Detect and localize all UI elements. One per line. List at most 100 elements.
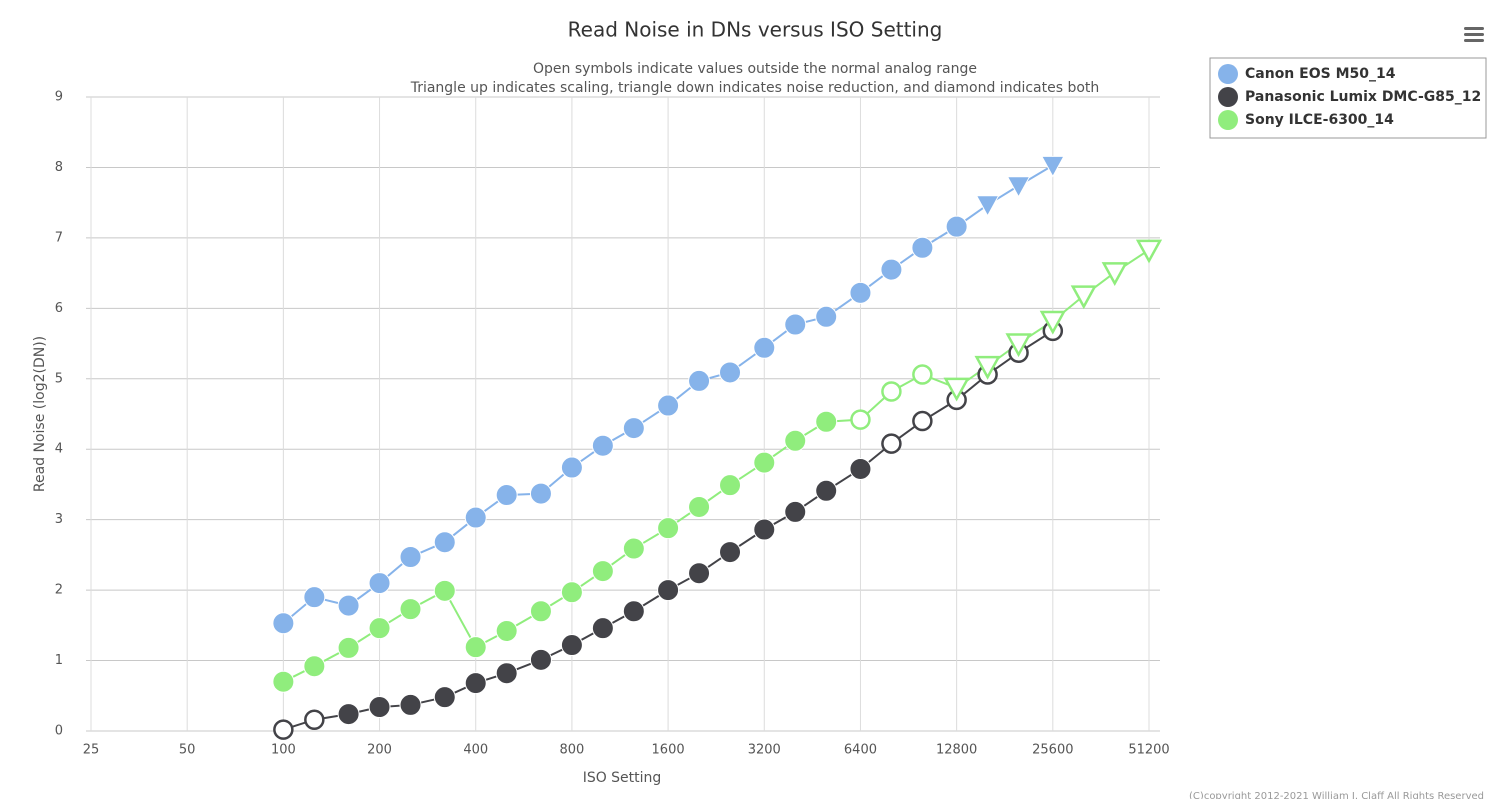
marker bbox=[433, 579, 456, 602]
marker bbox=[399, 546, 422, 569]
chart-title: Read Noise in DNs versus ISO Setting bbox=[568, 18, 943, 42]
menu-button[interactable] bbox=[1464, 27, 1484, 42]
marker bbox=[433, 531, 456, 554]
x-tick-label: 400 bbox=[463, 743, 488, 758]
marker bbox=[974, 355, 1001, 380]
marker bbox=[529, 482, 552, 505]
marker bbox=[850, 409, 871, 430]
marker bbox=[1101, 262, 1128, 287]
marker bbox=[945, 215, 968, 238]
legend-label: Canon EOS M50_14 bbox=[1245, 66, 1396, 82]
marker bbox=[815, 305, 838, 328]
marker bbox=[1040, 155, 1065, 178]
marker bbox=[975, 195, 1000, 217]
marker bbox=[433, 686, 456, 709]
y-axis-label: Read Noise (log2(DN)) bbox=[32, 336, 48, 492]
grid bbox=[86, 96, 1160, 732]
marker bbox=[1039, 310, 1066, 335]
marker bbox=[753, 336, 776, 359]
marker bbox=[337, 636, 360, 659]
x-tick-label: 100 bbox=[271, 743, 296, 758]
marker bbox=[399, 598, 422, 621]
y-tick-label: 6 bbox=[55, 301, 63, 316]
marker bbox=[464, 672, 487, 695]
marker bbox=[273, 719, 294, 740]
x-tick-label: 25 bbox=[83, 743, 100, 758]
subtitle: Open symbols indicate values outside the… bbox=[533, 61, 977, 77]
marker bbox=[560, 581, 583, 604]
marker bbox=[591, 434, 614, 457]
marker bbox=[591, 617, 614, 640]
legend-label: Sony ILCE-6300_14 bbox=[1245, 112, 1394, 128]
y-tick-label: 1 bbox=[55, 653, 63, 668]
legend-marker bbox=[1218, 110, 1238, 130]
menu-bar bbox=[1464, 27, 1484, 30]
marker bbox=[464, 506, 487, 529]
marker bbox=[495, 619, 518, 642]
marker bbox=[399, 693, 422, 716]
y-tick-label: 0 bbox=[55, 724, 63, 739]
marker bbox=[1135, 239, 1163, 264]
marker bbox=[622, 417, 645, 440]
y-tick-label: 2 bbox=[55, 583, 63, 598]
marker bbox=[337, 594, 360, 617]
legend-marker bbox=[1218, 87, 1238, 107]
marker bbox=[529, 648, 552, 671]
x-tick-label: 12800 bbox=[936, 743, 977, 758]
marker bbox=[657, 579, 680, 602]
marker bbox=[272, 670, 295, 693]
y-tick-label: 4 bbox=[55, 442, 63, 457]
marker bbox=[495, 662, 518, 685]
legend-marker bbox=[1218, 64, 1238, 84]
x-tick-label: 51200 bbox=[1128, 743, 1169, 758]
marker bbox=[303, 655, 326, 678]
x-tick-label: 200 bbox=[367, 743, 392, 758]
marker bbox=[912, 410, 933, 432]
x-tick-label: 25600 bbox=[1032, 743, 1073, 758]
marker bbox=[719, 361, 742, 384]
marker bbox=[815, 410, 838, 433]
series-line bbox=[282, 249, 1150, 683]
marker bbox=[337, 703, 360, 726]
y-tick-label: 5 bbox=[55, 371, 63, 386]
menu-bar bbox=[1464, 33, 1484, 36]
x-tick-label: 50 bbox=[179, 743, 196, 758]
marker bbox=[368, 696, 391, 719]
marker bbox=[591, 560, 614, 583]
marker bbox=[1006, 176, 1031, 198]
marker bbox=[1070, 285, 1097, 310]
marker bbox=[1005, 333, 1032, 358]
y-tick-label: 7 bbox=[55, 230, 63, 245]
marker bbox=[784, 500, 807, 523]
marker bbox=[368, 572, 391, 595]
marker bbox=[849, 457, 872, 480]
marker bbox=[657, 394, 680, 417]
y-tick-label: 3 bbox=[55, 512, 63, 527]
x-tick-label: 1600 bbox=[652, 743, 685, 758]
marker bbox=[849, 281, 872, 304]
y-tick-label: 8 bbox=[55, 160, 63, 175]
marker bbox=[622, 600, 645, 623]
marker bbox=[911, 236, 934, 259]
marker bbox=[881, 433, 902, 454]
marker bbox=[495, 484, 518, 507]
y-tick-label: 9 bbox=[55, 90, 63, 105]
legend-box bbox=[1209, 57, 1487, 139]
x-axis-label: ISO Setting bbox=[583, 770, 662, 786]
marker bbox=[912, 364, 933, 385]
marker bbox=[688, 562, 711, 585]
marker bbox=[815, 479, 838, 502]
x-tick-label: 3200 bbox=[748, 743, 781, 758]
legend-label: Panasonic Lumix DMC-G85_12 bbox=[1245, 89, 1481, 105]
marker bbox=[304, 709, 325, 730]
marker bbox=[753, 451, 776, 474]
marker bbox=[688, 495, 711, 518]
marker bbox=[560, 456, 583, 479]
marker bbox=[719, 541, 742, 564]
marker bbox=[622, 537, 645, 560]
credits: (C)copyright 2012-2021 William J. Claff … bbox=[1189, 791, 1484, 799]
marker bbox=[368, 617, 391, 640]
marker bbox=[943, 377, 970, 402]
